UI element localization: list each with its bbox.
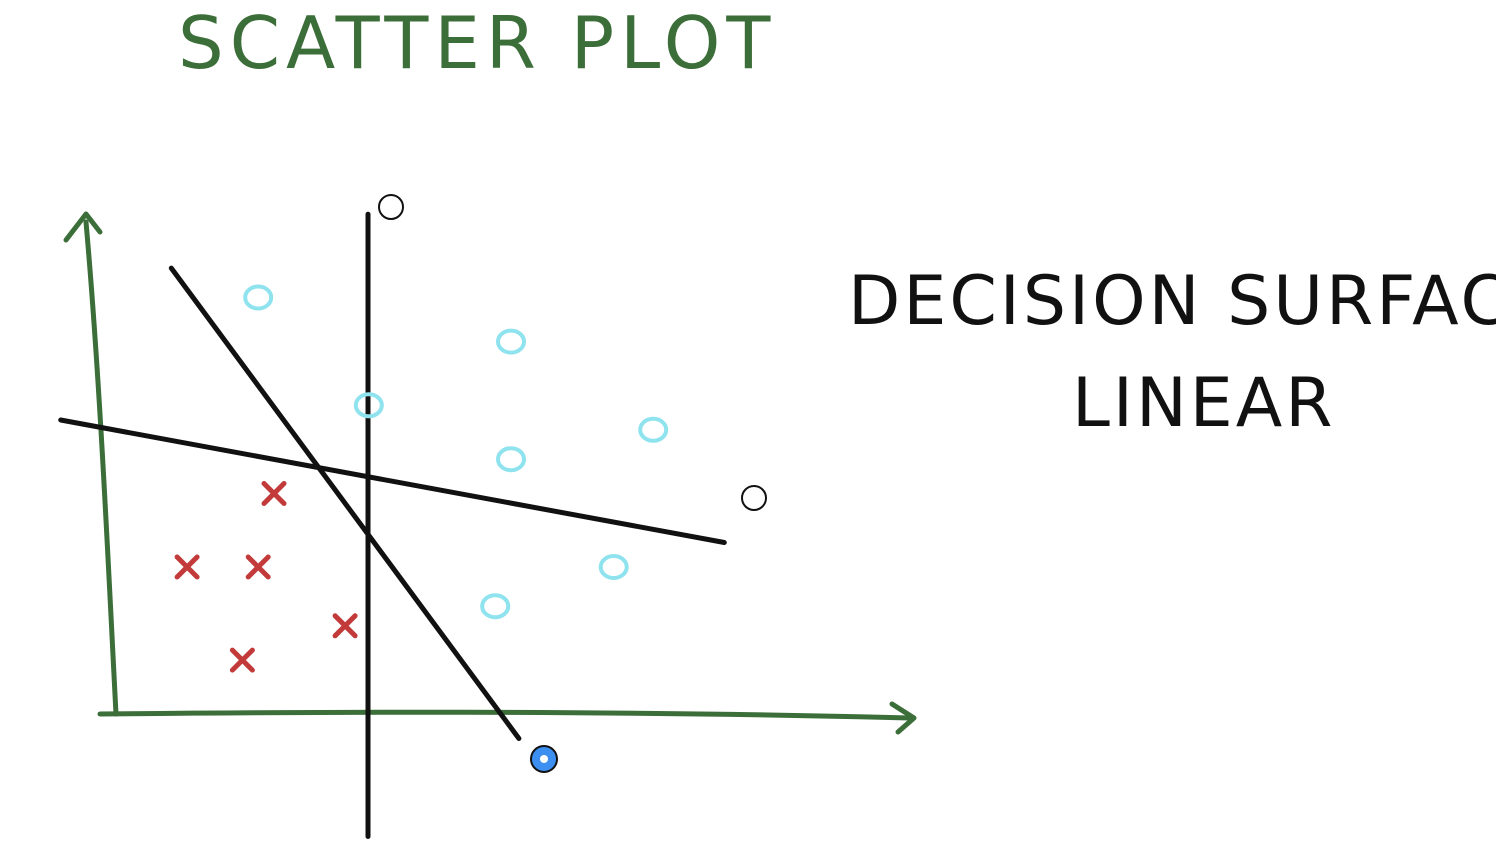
x-axis [97,709,913,721]
y-axis-arrow-icon [63,211,103,243]
o-class-point [353,392,384,419]
diagonal-decision-line[interactable] [168,265,522,741]
data-points [174,284,669,673]
x-class-point [229,647,255,673]
x-class-point [174,554,200,580]
diagonal-line-handle[interactable] [530,745,558,773]
x-axis-arrow-icon [889,701,917,735]
o-class-point [243,284,274,311]
note-decision-surface: DECISION SURFACE [848,262,1496,341]
decision-lines [58,211,727,839]
vertical-line-handle[interactable] [378,194,404,220]
line-handles [378,194,767,773]
o-class-point [496,328,526,355]
y-axis [83,219,119,717]
x-class-point [332,613,358,639]
horizontal-line-handle[interactable] [741,485,767,511]
horizontal-decision-line[interactable] [58,417,727,545]
o-class-point [598,554,629,580]
x-stroke [245,554,271,580]
o-class-point [480,593,511,620]
x-stroke [229,647,255,673]
o-class-point [638,416,669,443]
x-class-point [261,481,287,506]
x-stroke [332,613,358,639]
x-class-point [245,554,271,580]
page-title: SCATTER PLOT [178,1,776,85]
x-stroke [174,554,200,580]
note-linear: LINEAR [1072,364,1336,443]
x-stroke [261,481,287,506]
axes [63,211,917,735]
o-class-point [496,446,526,473]
selected-handle-center [540,755,548,763]
